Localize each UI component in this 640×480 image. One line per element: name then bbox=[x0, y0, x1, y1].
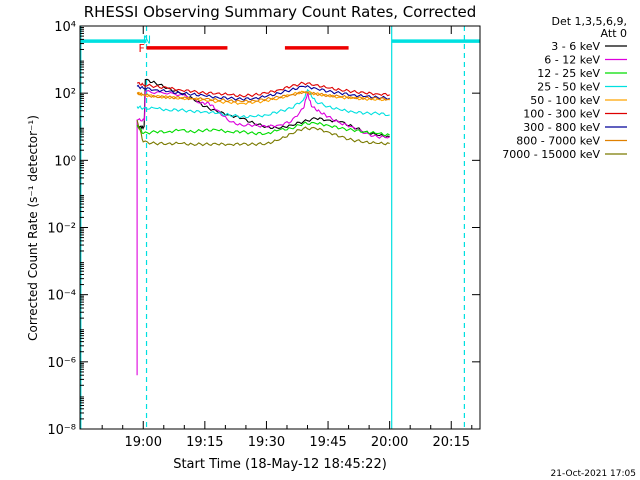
series-line-3 bbox=[136, 88, 390, 119]
legend-label-4: 50 - 100 keV bbox=[530, 94, 600, 107]
chart-title: RHESSI Observing Summary Count Rates, Co… bbox=[84, 3, 477, 21]
series-line-6 bbox=[136, 84, 390, 101]
x-tick-label-2: 19:30 bbox=[248, 435, 285, 450]
y-tick-label-5: 10⁻⁶ bbox=[47, 356, 76, 371]
series-line-1 bbox=[136, 89, 390, 376]
x-tick-label-0: 19:00 bbox=[125, 435, 162, 450]
plot-frame bbox=[79, 25, 481, 430]
axes: 19:00 19:15 19:30 19:45 20:00 20:15 10⁴ 10² 10⁰ 1… bbox=[47, 20, 481, 450]
legend-label-1: 6 - 12 keV bbox=[544, 54, 600, 67]
y-tick-label-1: 10² bbox=[54, 87, 76, 102]
flag-letter-1: N bbox=[143, 33, 151, 46]
series-line-7 bbox=[136, 91, 390, 103]
legend-label-0: 3 - 6 keV bbox=[551, 40, 600, 53]
x-tick-label-5: 20:15 bbox=[433, 435, 470, 450]
y-axis-label: Corrected Count Rate (s⁻¹ detector⁻¹) bbox=[26, 115, 40, 341]
plot-area: FN bbox=[80, 26, 480, 429]
legend-label-2: 12 - 25 keV bbox=[537, 67, 600, 80]
y-tick-label-3: 10⁻² bbox=[47, 222, 76, 237]
legend-label-7: 800 - 7000 keV bbox=[516, 135, 600, 148]
legend-label-6: 300 - 800 keV bbox=[523, 121, 600, 134]
series-line-5 bbox=[136, 81, 390, 98]
y-tick-label-6: 10⁻⁸ bbox=[47, 423, 76, 438]
legend-label-3: 25 - 50 keV bbox=[537, 81, 600, 94]
y-tick-label-4: 10⁻⁴ bbox=[47, 289, 76, 304]
flag-letter-0: F bbox=[139, 42, 145, 55]
x-axis-label: Start Time (18-May-12 18:45:22) bbox=[173, 457, 387, 472]
y-tick-label-2: 10⁰ bbox=[54, 154, 76, 169]
legend-header-0: Det 1,3,5,6,9, bbox=[551, 15, 627, 28]
x-tick-label-4: 20:00 bbox=[371, 435, 408, 450]
legend-header-1: Att 0 bbox=[601, 27, 627, 40]
x-tick-label-1: 19:15 bbox=[186, 435, 223, 450]
series-line-2 bbox=[136, 121, 390, 137]
legend-label-8: 7000 - 15000 keV bbox=[502, 148, 600, 161]
y-tick-label-0: 10⁴ bbox=[54, 20, 76, 35]
legend-label-5: 100 - 300 keV bbox=[523, 108, 600, 121]
x-tick-label-3: 19:45 bbox=[309, 435, 346, 450]
series-line-8 bbox=[136, 119, 390, 147]
timestamp-stamp: 21-Oct-2021 17:05 bbox=[551, 469, 636, 479]
series-line-0 bbox=[136, 78, 390, 139]
